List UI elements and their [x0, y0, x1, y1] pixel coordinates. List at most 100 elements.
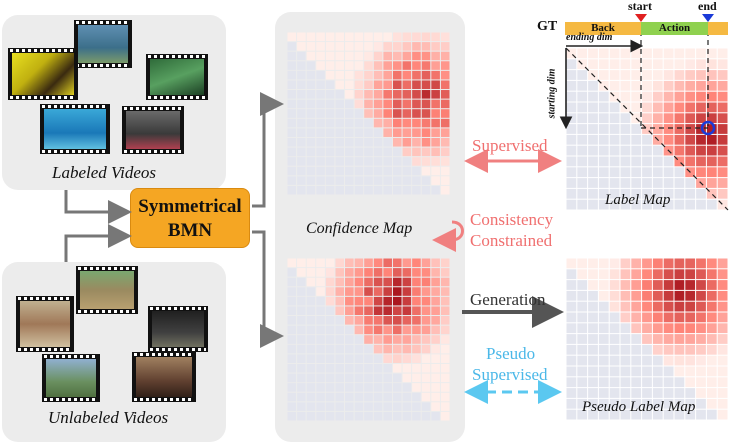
pseudo-map-cell [696, 323, 706, 334]
label-map-cell [685, 91, 696, 102]
top-map-cell [421, 185, 431, 195]
bottom-map-cell [345, 277, 354, 287]
label-map-cell [685, 80, 696, 91]
top-map-cell [297, 90, 306, 99]
label-map-cell [620, 70, 631, 80]
label-map-cell [663, 199, 674, 210]
bottom-map-cell [440, 258, 450, 268]
pseudo-map-cell [642, 355, 652, 366]
pseudo-map-cell [598, 409, 609, 420]
top-map-cell [354, 185, 364, 195]
pseudo-map-cell [642, 388, 652, 398]
bottom-map-cell [402, 373, 412, 383]
label-map-cell [631, 70, 642, 80]
label-map-cell [663, 48, 674, 59]
label-map-cell [577, 145, 588, 156]
pseudo-map-cell [588, 269, 598, 280]
bottom-map-cell [402, 383, 412, 392]
top-map-cell [335, 137, 345, 147]
top-map-cell [421, 51, 431, 61]
video-frame-diving [74, 20, 132, 68]
top-map-cell [383, 176, 392, 185]
bottom-map-cell [383, 335, 392, 344]
label-map-cell [577, 91, 588, 102]
pseudo-map-cell [717, 409, 728, 420]
label-map-cell [674, 80, 685, 91]
top-map-cell [335, 118, 345, 128]
top-map-cell [431, 147, 440, 157]
bottom-map-cell [440, 354, 450, 363]
label-map-cell [566, 156, 577, 167]
top-map-cell [440, 109, 450, 118]
pseudo-map-cell [620, 334, 631, 344]
top-map-cell [392, 157, 402, 166]
top-map-cell [306, 147, 316, 157]
bottom-map-cell [383, 258, 392, 268]
model-name-line1: Symmetrical [138, 196, 242, 217]
top-map-cell [354, 90, 364, 99]
top-map-cell [412, 166, 421, 176]
label-map-cell [620, 156, 631, 167]
pseudo-map-cell [663, 280, 674, 290]
bottom-map-cell [354, 335, 364, 344]
top-map-cell [392, 137, 402, 147]
pseudo-map-cell [620, 290, 631, 301]
model-to-top-map-arrow [252, 92, 284, 208]
top-map-cell [440, 42, 450, 51]
top-map-cell [306, 42, 316, 51]
pseudo-map-cell [674, 366, 685, 377]
symmetrical-bmn-box: Symmetrical BMN [130, 188, 250, 248]
bottom-map-cell [316, 277, 325, 287]
top-map-cell [354, 42, 364, 51]
label-map-cell [652, 102, 663, 113]
pseudo-map-cell [652, 290, 663, 301]
top-map-cell [402, 157, 412, 166]
bottom-map-cell [297, 296, 306, 306]
gt-back-segment-left: Back [565, 22, 641, 35]
bottom-map-cell [316, 296, 325, 306]
pseudo-map-cell [577, 312, 588, 323]
label-map-cell [652, 80, 663, 91]
label-map-cell [588, 134, 598, 145]
pseudo-map-cell [577, 280, 588, 290]
starting-dim-label: starting dim [546, 68, 558, 119]
top-map-cell [297, 147, 306, 157]
label-map-cell [642, 113, 652, 124]
bottom-map-cell [373, 402, 383, 411]
top-map-cell [364, 157, 373, 166]
top-map-cell [354, 147, 364, 157]
pseudo-map-cell [631, 290, 642, 301]
bottom-map-cell [316, 268, 325, 277]
top-map-cell [421, 32, 431, 42]
bottom-map-cell [392, 344, 402, 354]
bottom-map-cell [431, 316, 440, 325]
top-map-cell [287, 90, 297, 99]
bottom-map-cell [383, 383, 392, 392]
top-map-cell [421, 70, 431, 80]
bottom-map-cell [354, 354, 364, 363]
bottom-map-cell [383, 287, 392, 296]
bottom-map-cell [354, 268, 364, 277]
bottom-map-cell [345, 287, 354, 296]
pseudo-map-cell [598, 290, 609, 301]
label-map-cell [642, 91, 652, 102]
top-map-cell [412, 128, 421, 137]
bottom-map-cell [297, 344, 306, 354]
top-map-cell [345, 61, 354, 70]
pseudo-map-cell [577, 269, 588, 280]
top-map-cell [421, 99, 431, 109]
consistency-label-line2: Constrained [470, 231, 553, 250]
label-map-cell [674, 167, 685, 178]
pseudo-map-cell [717, 334, 728, 344]
label-map-cell [663, 167, 674, 178]
bottom-map-cell [402, 402, 412, 411]
top-map-cell [287, 147, 297, 157]
top-map-cell [402, 147, 412, 157]
pseudo-map-cell [620, 388, 631, 398]
label-map-cell [685, 188, 696, 199]
pseudo-map-cell [598, 258, 609, 269]
bottom-map-cell [306, 383, 316, 392]
bottom-map-cell [364, 392, 373, 402]
top-map-cell [345, 137, 354, 147]
label-map-cell [717, 134, 728, 145]
